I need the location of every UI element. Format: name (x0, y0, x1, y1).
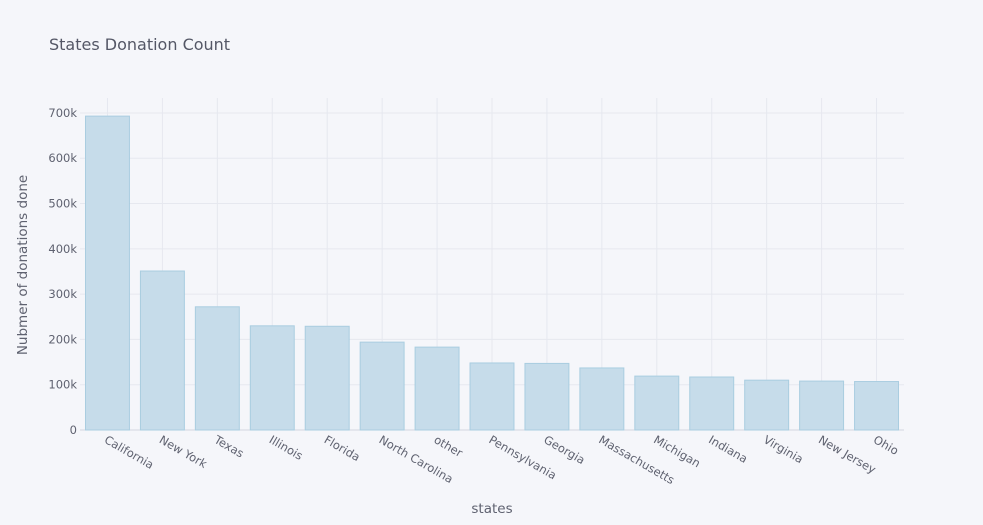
bar (634, 375, 680, 431)
bar (854, 381, 900, 431)
bar (359, 341, 405, 431)
bar (194, 306, 240, 431)
y-tick-label: 600k (48, 151, 77, 165)
y-tick-label: 300k (48, 287, 77, 301)
bar (304, 325, 350, 431)
y-tick-label: 700k (48, 106, 77, 120)
chart-title: States Donation Count (49, 35, 230, 54)
x-axis-title: states (471, 501, 512, 517)
y-axis-title: Nubmer of donations done (15, 175, 31, 355)
y-tick-label: 400k (48, 242, 77, 256)
bar (689, 376, 735, 431)
bar (469, 362, 515, 431)
y-tick-label: 500k (48, 197, 77, 211)
bar (744, 379, 790, 431)
bar (139, 270, 185, 431)
bar (84, 115, 130, 431)
y-tick-label: 100k (48, 378, 77, 392)
bar (249, 325, 295, 431)
bar (524, 362, 570, 431)
bar (579, 367, 625, 431)
bar (799, 380, 845, 431)
y-tick-label: 200k (48, 332, 77, 346)
bar (414, 346, 460, 431)
y-tick-label: 0 (70, 423, 77, 437)
